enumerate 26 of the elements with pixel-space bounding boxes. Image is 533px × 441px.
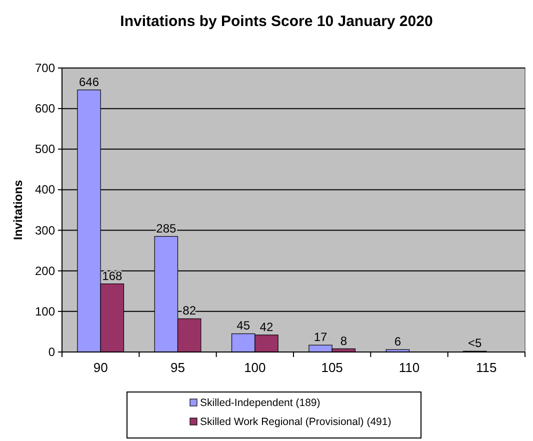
y-tick-label: 0 — [48, 345, 56, 359]
x-tick-label: 115 — [476, 360, 497, 375]
data-label: <5 — [468, 336, 482, 350]
y-tick-label: 600 — [34, 102, 56, 116]
data-label: 168 — [102, 268, 122, 283]
data-label: 45 — [236, 318, 250, 333]
legend-label: Skilled Work Regional (Provisional) (491) — [200, 416, 392, 428]
data-label: 17 — [314, 330, 328, 344]
data-label: 6 — [394, 334, 402, 349]
y-tick-label: 300 — [34, 223, 56, 238]
y-tick-label: 500 — [34, 142, 56, 156]
chart-title: Invitations by Points Score 10 January 2020 — [120, 13, 433, 30]
data-label: 646 — [78, 74, 100, 89]
x-tick-label: 90 — [93, 360, 108, 375]
x-tick-label: 110 — [398, 360, 420, 375]
y-tick-label: 700 — [34, 61, 56, 75]
y-tick-label: 100 — [34, 304, 56, 318]
x-tick-label: 100 — [244, 360, 266, 375]
y-axis-title: Invitations — [11, 180, 25, 240]
data-label: 8 — [340, 334, 348, 348]
y-tick-label: 200 — [34, 264, 56, 278]
y-tick-label: 400 — [34, 182, 56, 197]
legend-label: Skilled-Independent (189) — [200, 397, 320, 409]
x-tick-label: 105 — [321, 360, 343, 375]
data-label: 42 — [260, 320, 274, 334]
x-tick-label: 95 — [170, 360, 185, 375]
